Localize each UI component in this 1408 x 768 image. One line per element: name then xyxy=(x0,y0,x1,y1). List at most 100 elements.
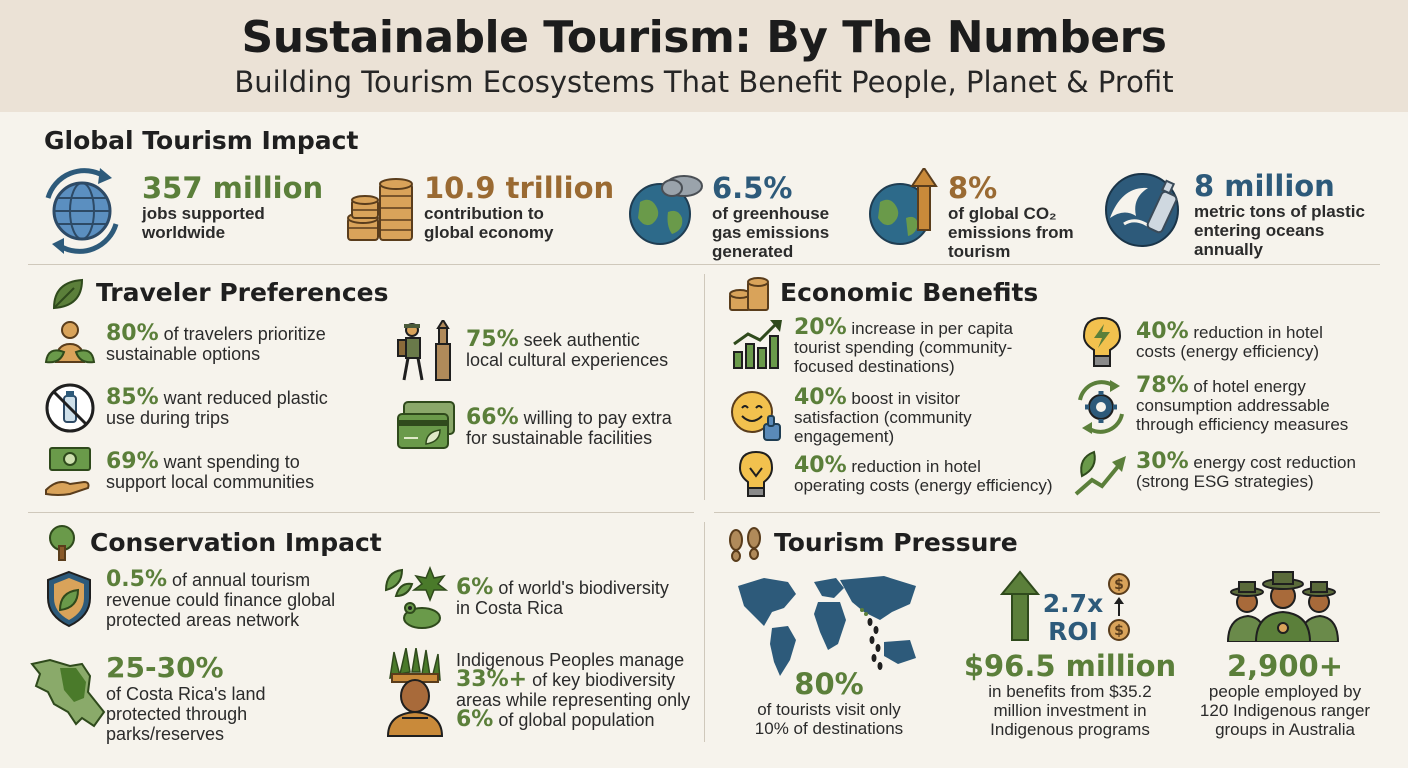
cons-costa-rica-land-text-1: of Costa Rica's land xyxy=(106,684,266,704)
econ-esg-text-2: (strong ESG strategies) xyxy=(1136,472,1314,491)
stat-economy-desc-2: global economy xyxy=(424,223,554,242)
roi-benefits-desc-1: in benefits from $35.2 xyxy=(988,682,1152,701)
person-leaves-icon xyxy=(44,321,96,364)
econ-energy-consumption-pct: 78% xyxy=(1136,373,1189,398)
rangers-icon xyxy=(1226,571,1340,642)
smiley-thumbs-up-icon xyxy=(731,391,781,441)
rangers-desc-3: groups in Australia xyxy=(1215,720,1355,739)
pref-local-spending-pct: 69% xyxy=(106,449,159,474)
roi-benefits-desc-3: Indigenous programs xyxy=(990,720,1150,739)
pref-cultural-text-2: local cultural experiences xyxy=(466,350,669,370)
growth-chart-icon xyxy=(733,320,782,369)
econ-spending-text-2: tourist spending (community- xyxy=(794,338,1013,357)
no-plastic-bottle-icon xyxy=(45,383,95,433)
roi-benefits-desc-2: million investment in xyxy=(993,701,1147,720)
earth-cloud-icon xyxy=(629,175,703,245)
costa-rica-map-icon xyxy=(30,658,106,728)
stat-plastic-desc-3: annually xyxy=(1194,240,1263,259)
stat-jobs-desc-2: worldwide xyxy=(142,223,226,242)
stat-economy-value: 10.9 trillion xyxy=(424,171,615,205)
pref-local-spending: 69% want spending to support local commu… xyxy=(106,449,315,493)
stat-jobs-value: 357 million xyxy=(142,171,324,205)
pressure-concentration-desc-2: 10% of destinations xyxy=(754,719,904,738)
econ-hotel-costs: 40% reduction in hotel costs (energy eff… xyxy=(1136,321,1323,362)
cons-indigenous-pct-2: 6% xyxy=(456,707,494,732)
tree-icon xyxy=(49,525,75,561)
dollar-coins-icon: $ $ xyxy=(1108,573,1130,641)
cons-indigenous-line-1: Indigenous Peoples manage xyxy=(456,650,685,670)
pref-plastic-text-2: use during trips xyxy=(106,408,230,428)
pref-cultural-pct: 75% xyxy=(466,327,519,352)
cons-protected-areas-pct: 0.5% xyxy=(106,567,168,592)
cons-protected-areas: 0.5% of annual tourism revenue could fin… xyxy=(106,567,335,631)
divider-global xyxy=(28,264,1380,265)
energy-bulb-icon xyxy=(738,450,774,497)
rangers-desc-1: people employed by xyxy=(1208,682,1362,701)
stat-plastic-desc-2: entering oceans xyxy=(1194,221,1325,240)
econ-esg-pct: 30% xyxy=(1136,449,1189,474)
cons-biodiversity: 6% of world's biodiversity in Costa Rica xyxy=(456,577,669,619)
gear-cycle-icon xyxy=(1078,380,1124,434)
pref-sustainable: 80% of travelers prioritize sustainable … xyxy=(106,323,326,365)
pressure-concentration-desc-1: of tourists visit only xyxy=(757,700,901,719)
econ-operating-pct: 40% xyxy=(794,453,847,478)
stat-co2-desc-3: tourism xyxy=(948,242,1011,261)
econ-spending: 20% increase in per capita tourist spend… xyxy=(794,315,1013,377)
pressure-concentration: 80% of tourists visit only 10% of destin… xyxy=(734,668,924,738)
leaf-trend-arrow-icon xyxy=(1074,450,1126,496)
world-map-icon xyxy=(738,576,916,676)
header-banner: Sustainable Tourism: By The Numbers Buil… xyxy=(0,0,1408,112)
cons-costa-rica-land: 25-30% of Costa Rica's land protected th… xyxy=(106,652,266,745)
econ-hotel-costs-text-2: costs (energy efficiency) xyxy=(1136,342,1319,361)
divider-middle-top xyxy=(704,274,705,500)
stat-co2-desc-1: of global CO₂ xyxy=(948,204,1057,223)
roi-block: 2.7x ROI xyxy=(1038,590,1108,646)
divider-right-bottom xyxy=(714,512,1380,513)
rangers-desc-2: 120 Indigenous ranger xyxy=(1199,701,1371,720)
stat-plastic-desc-1: metric tons of plastic xyxy=(1194,202,1365,221)
ocean-wave-bottle-icon xyxy=(1105,173,1179,247)
econ-spending-text-1: increase in per capita xyxy=(846,319,1013,338)
divider-left-bottom xyxy=(28,512,694,513)
econ-operating-text-1: reduction in hotel xyxy=(846,457,981,476)
up-arrow-icon xyxy=(1000,570,1040,641)
pref-pay-extra-pct: 66% xyxy=(466,405,519,430)
econ-esg: 30% energy cost reduction (strong ESG st… xyxy=(1136,449,1356,492)
section-title-economic: Economic Benefits xyxy=(780,278,1039,307)
econ-energy-consumption-text-1: of hotel energy xyxy=(1188,377,1306,396)
shield-leaf-icon xyxy=(47,570,91,628)
pref-plastic-text-1: want reduced plastic xyxy=(158,388,328,408)
roi-benefits-value: $96.5 million xyxy=(963,649,1177,683)
cons-indigenous-line-4: of global population xyxy=(493,710,655,730)
econ-satisfaction-text-3: engagement) xyxy=(794,427,895,446)
roi-benefits: $96.5 million in benefits from $35.2 mil… xyxy=(960,650,1180,739)
svg-text:$: $ xyxy=(1114,577,1124,593)
page-subtitle: Building Tourism Ecosystems That Benefit… xyxy=(234,65,1174,99)
footprints-icon xyxy=(729,527,761,562)
indigenous-person-icon xyxy=(386,648,444,737)
stat-economy-desc-1: contribution to xyxy=(424,204,544,223)
frog-plants-icon xyxy=(384,566,448,629)
hiker-monument-icon xyxy=(397,320,451,381)
stat-ghg: 6.5% of greenhouse gas emissions generat… xyxy=(712,172,829,261)
econ-operating: 40% reduction in hotel operating costs (… xyxy=(794,453,1053,496)
pref-local-spending-text-2: support local communities xyxy=(106,472,315,492)
svg-text:$: $ xyxy=(1114,623,1124,639)
pref-plastic-pct: 85% xyxy=(106,385,159,410)
stat-economy: 10.9 trillion contribution to global eco… xyxy=(424,172,614,242)
cons-indigenous-line-3: areas while representing only xyxy=(456,690,691,710)
divider-middle-bottom xyxy=(704,522,705,742)
econ-energy-consumption-text-3: through efficiency measures xyxy=(1136,415,1349,434)
stat-ghg-desc-2: gas emissions xyxy=(712,223,830,242)
cons-biodiversity-text-1: of world's biodiversity xyxy=(493,578,669,598)
pref-cultural: 75% seek authentic local cultural experi… xyxy=(466,327,669,371)
econ-satisfaction-pct: 40% xyxy=(794,385,847,410)
cons-biodiversity-text-2: in Costa Rica xyxy=(456,598,564,618)
cons-protected-areas-text-1: of annual tourism xyxy=(167,570,311,590)
stat-jobs: 357 million jobs supported worldwide xyxy=(142,172,323,242)
rangers-value: 2,900+ xyxy=(1226,649,1344,683)
econ-hotel-costs-text-1: reduction in hotel xyxy=(1188,323,1323,342)
stat-co2-value: 8% xyxy=(948,171,998,205)
econ-spending-pct: 20% xyxy=(794,315,847,340)
cons-indigenous-line-2: of key biodiversity xyxy=(527,670,676,690)
